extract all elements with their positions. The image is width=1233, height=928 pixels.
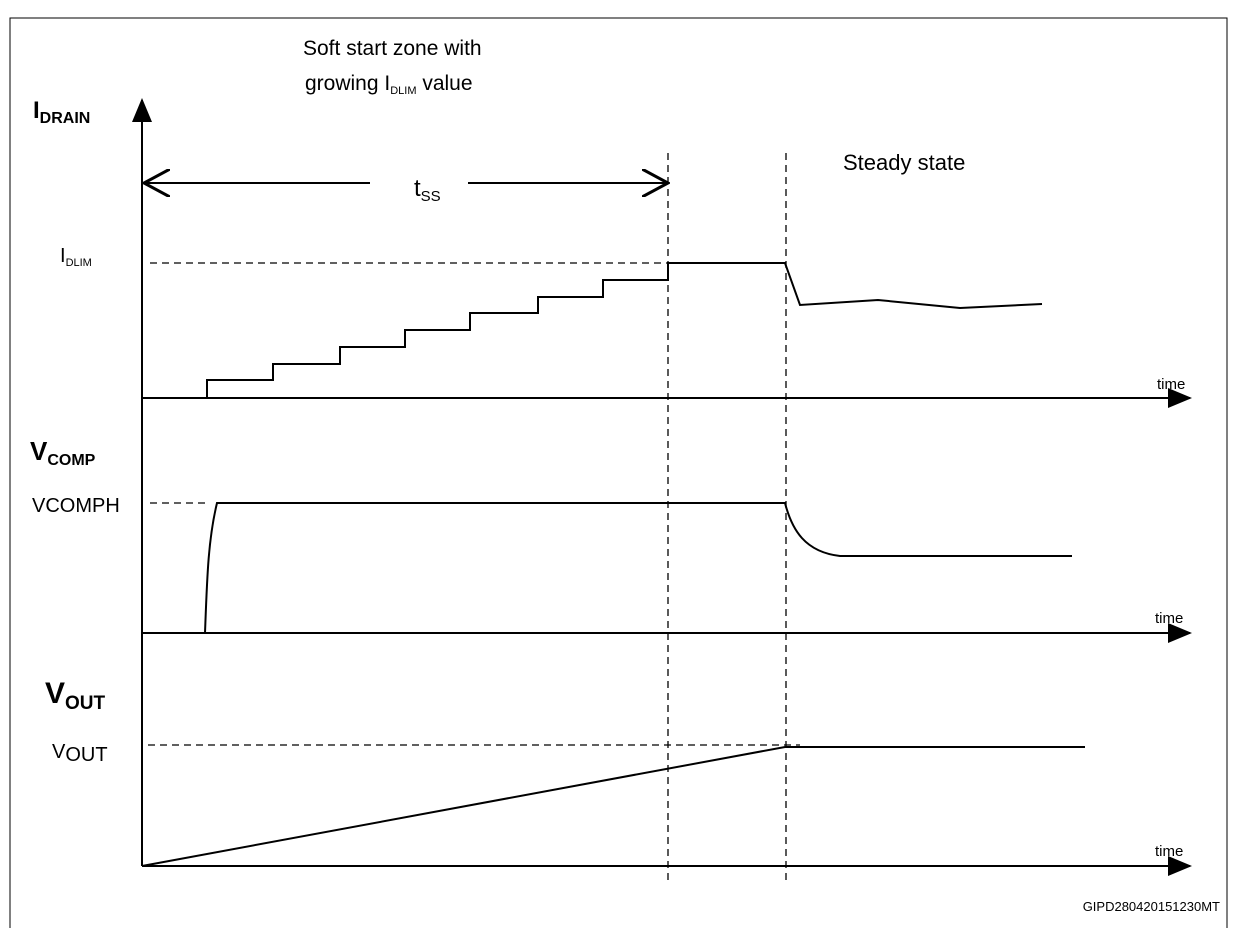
- note: Soft start zone with: [303, 37, 482, 60]
- time-label: time: [1157, 376, 1185, 393]
- comp-voltage: [204, 502, 1072, 634]
- level-label: IDLIM: [60, 245, 92, 269]
- frame: [9, 17, 1228, 928]
- time-label: time: [1155, 843, 1183, 860]
- time-label: time: [1155, 610, 1183, 627]
- level-label: VOUT: [52, 741, 108, 766]
- drain-current: [206, 262, 1043, 398]
- figure-code: GIPD280420151230MT: [1083, 899, 1220, 914]
- axis-label: VCOMP: [30, 436, 96, 469]
- tss-label: tSS: [414, 175, 441, 205]
- steady-state: Steady state: [843, 150, 965, 175]
- output-voltage: [141, 746, 1085, 867]
- level-label: VCOMPH: [32, 495, 120, 517]
- axis-label: IDRAIN: [33, 97, 90, 127]
- axis-label: VOUT: [45, 677, 106, 714]
- note: growing IDLIM value: [305, 72, 473, 97]
